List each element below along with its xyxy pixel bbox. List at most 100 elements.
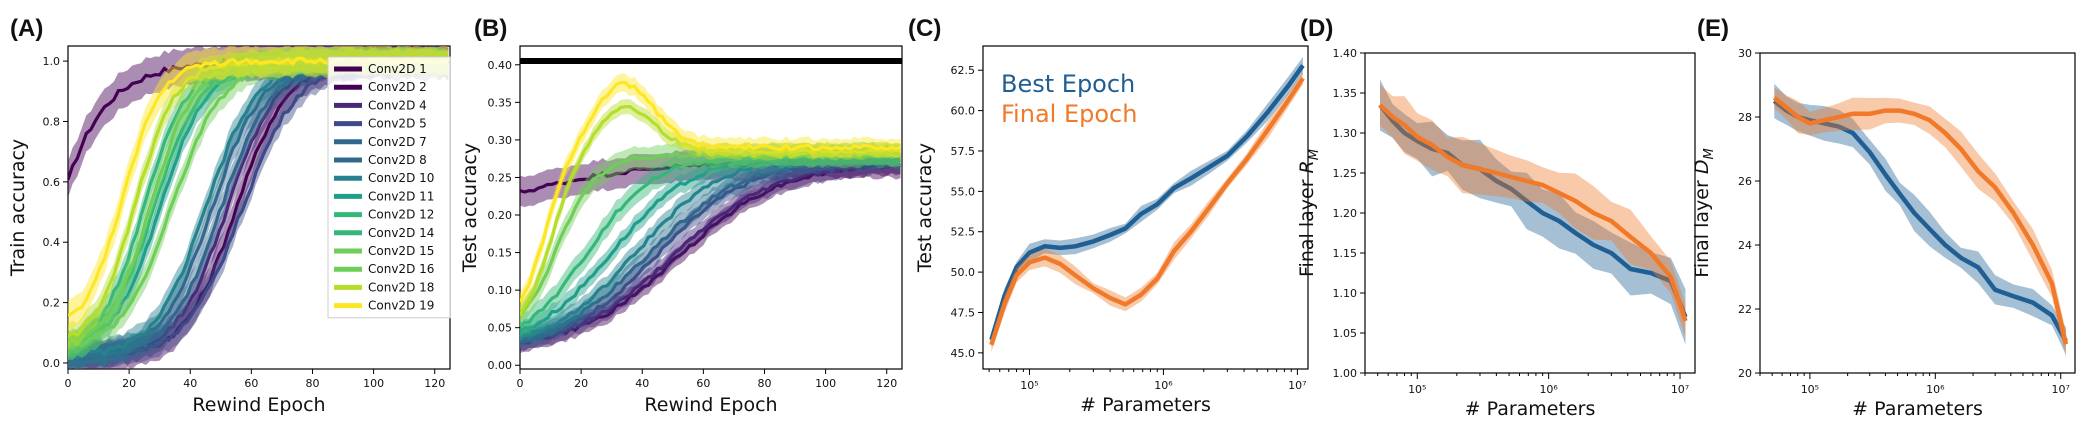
y-axis-label: Final layer RM: [1296, 149, 1322, 277]
y-tick-label: 0.35: [488, 96, 513, 109]
x-axis-label: # Parameters: [1465, 398, 1596, 420]
x-axis-label: # Parameters: [1852, 398, 1983, 420]
y-axis-label: Train accuracy: [7, 139, 29, 277]
y-tick-label: 50.0: [951, 266, 976, 279]
legend-entry: Conv2D 1: [368, 62, 427, 76]
y-tick-label: 28: [1738, 111, 1752, 124]
chart-panel-c: (C) # Parameters 10⁵ 10⁶ 10⁷ 45.0 47.5 50.0 52.5…: [908, 15, 1308, 416]
legend-entry: Conv2D 18: [368, 280, 434, 294]
legend-final-epoch: Final Epoch: [1001, 100, 1137, 128]
x-tick-label: 40: [635, 377, 649, 390]
y-tick-label: 1.35: [1333, 87, 1358, 100]
legend-entry: Conv2D 10: [368, 171, 434, 185]
x-tick-label: 80: [305, 377, 319, 390]
y-tick-label: 0.8: [43, 115, 61, 128]
y-tick-label: 0.40: [488, 59, 513, 72]
legend-best-epoch: Best Epoch: [1001, 70, 1135, 98]
y-tick-label: 0.0: [43, 357, 61, 370]
y-tick-label: 52.5: [951, 226, 976, 239]
y-tick-label: 0.4: [43, 236, 61, 249]
y-tick-label: 1.00: [1333, 367, 1358, 380]
legend-entry: Conv2D 4: [368, 98, 427, 112]
legend-entry: Conv2D 2: [368, 80, 427, 94]
legend-box: [328, 57, 450, 318]
y-tick-label: 1.10: [1333, 287, 1358, 300]
x-axis-label: Rewind Epoch: [192, 394, 325, 416]
y-tick-label: 20: [1738, 367, 1752, 380]
y-tick-label: 57.5: [951, 145, 976, 158]
y-tick-label: 0.10: [488, 284, 513, 297]
y-axis-label: Test accuracy: [914, 143, 936, 273]
legend-entry: Conv2D 8: [368, 153, 427, 167]
x-tick-label: 20: [122, 377, 136, 390]
x-tick-label: 10⁶: [1926, 383, 1945, 396]
y-tick-label: 1.05: [1333, 327, 1358, 340]
x-tick-label: 60: [696, 377, 710, 390]
y-tick-label: 62.5: [951, 64, 976, 77]
x-tick-label: 40: [183, 377, 197, 390]
legend-entry: Conv2D 12: [368, 208, 434, 222]
legend-entry: Conv2D 15: [368, 244, 434, 258]
x-tick-label: 10⁵: [1020, 379, 1038, 392]
panel-label: (E): [1697, 15, 1729, 42]
plot-area: [1774, 84, 2066, 358]
y-axis-label: Test accuracy: [459, 143, 481, 273]
y-tick-label: 0.30: [488, 134, 513, 147]
y-tick-label: 47.5: [951, 306, 976, 319]
legend-entry: Conv2D 11: [368, 189, 434, 203]
chart-panel-a: (A) Rewind Epoch 0 20 40 60 80 100 120 0.0 0.2 0.4 0…: [7, 15, 450, 416]
y-tick-label: 24: [1738, 239, 1752, 252]
x-tick-label: 100: [363, 377, 384, 390]
x-tick-label: 10⁷: [2052, 383, 2070, 396]
x-axis-label: # Parameters: [1080, 394, 1211, 416]
x-tick-label: 10⁶: [1539, 383, 1558, 396]
x-tick-label: 0: [65, 377, 72, 390]
x-tick-label: 10⁶: [1154, 379, 1173, 392]
x-tick-label: 60: [244, 377, 258, 390]
y-tick-label: 60.0: [951, 105, 976, 118]
y-tick-label: 22: [1738, 303, 1752, 316]
legend-entry: Conv2D 7: [368, 135, 427, 149]
x-tick-label: 10⁷: [1671, 383, 1689, 396]
x-axis-label: Rewind Epoch: [644, 394, 777, 416]
y-tick-label: 0.6: [43, 176, 61, 189]
legend-entry: Conv2D 16: [368, 262, 434, 276]
y-tick-label: 0.05: [488, 322, 513, 335]
plot-area: [520, 74, 901, 353]
y-tick-label: 45.0: [951, 347, 976, 360]
y-tick-label: 1.15: [1333, 247, 1358, 260]
x-tick-label: 10⁷: [1288, 379, 1306, 392]
y-tick-label: 0.2: [43, 297, 61, 310]
legend-entry: Conv2D 14: [368, 226, 434, 240]
y-tick-label: 30: [1738, 47, 1752, 60]
x-tick-label: 80: [757, 377, 771, 390]
panel-label: (B): [474, 15, 507, 42]
x-tick-label: 10⁵: [1801, 383, 1819, 396]
plot-area: [1380, 80, 1686, 345]
y-tick-label: 26: [1738, 175, 1752, 188]
y-tick-label: 0.25: [488, 171, 513, 184]
y-tick-label: 1.25: [1333, 167, 1358, 180]
y-tick-label: 0.20: [488, 209, 513, 222]
x-tick-label: 0: [517, 377, 524, 390]
panel-label: (D): [1300, 15, 1333, 42]
x-tick-label: 120: [876, 377, 897, 390]
panel-label: (C): [908, 15, 941, 42]
legend-entry: Conv2D 5: [368, 117, 427, 131]
x-tick-label: 120: [424, 377, 445, 390]
x-tick-label: 10⁵: [1408, 383, 1426, 396]
y-tick-label: 1.30: [1333, 127, 1358, 140]
y-tick-label: 1.40: [1333, 47, 1358, 60]
y-tick-label: 0.15: [488, 247, 513, 260]
y-tick-label: 1.20: [1333, 207, 1358, 220]
legend: Conv2D 1 Conv2D 2 Conv2D 4 Conv2D 5 Conv2D 7…: [328, 57, 450, 318]
x-tick-label: 20: [574, 377, 588, 390]
y-tick-label: 1.0: [43, 55, 61, 68]
legend-entry: Conv2D 19: [368, 299, 434, 313]
chart-panel-d: (D) # Parameters 10⁵ 10⁶ 10⁷ 1.00 1.05 1.10 1.15…: [1296, 15, 1695, 420]
y-tick-label: 0.00: [488, 359, 513, 372]
panel-label: (A): [10, 15, 43, 42]
